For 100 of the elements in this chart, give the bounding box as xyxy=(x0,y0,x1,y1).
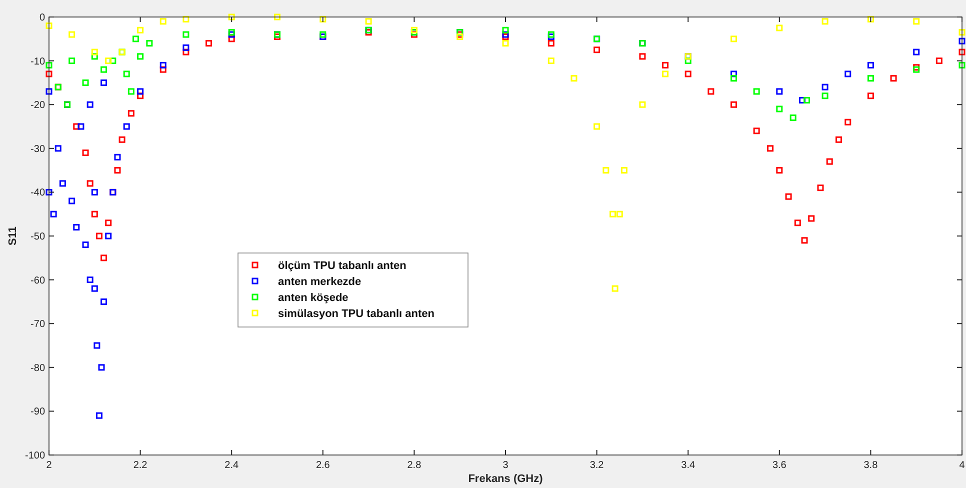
point xyxy=(137,26,144,34)
point xyxy=(602,167,610,174)
point xyxy=(82,242,89,248)
point xyxy=(86,101,94,108)
point xyxy=(867,16,874,22)
y-tick-label: -100 xyxy=(24,450,46,462)
point xyxy=(502,26,509,34)
legend-label: anten köşede xyxy=(278,292,348,304)
point xyxy=(98,364,105,371)
point xyxy=(822,18,828,25)
point xyxy=(94,342,100,349)
point xyxy=(616,210,623,218)
x-tick-label: 2.4 xyxy=(224,460,239,471)
y-tick-label: -90 xyxy=(30,406,46,418)
point xyxy=(228,14,235,20)
point xyxy=(182,48,190,56)
point xyxy=(160,18,166,25)
point xyxy=(844,70,852,78)
point xyxy=(91,53,98,60)
point xyxy=(123,70,130,78)
point xyxy=(91,188,98,196)
point xyxy=(137,88,144,95)
point xyxy=(105,58,112,64)
legend-label: simülasyon TPU tabanlı anten xyxy=(278,308,435,320)
x-axis-title: Frekans (GHz) xyxy=(468,473,544,485)
point xyxy=(822,92,828,100)
point xyxy=(137,53,144,60)
point xyxy=(753,128,760,134)
y-tick-label: -60 xyxy=(30,275,46,286)
point xyxy=(826,158,833,165)
point xyxy=(958,38,966,44)
point xyxy=(594,46,600,54)
point xyxy=(785,193,792,200)
y-tick-label: -50 xyxy=(30,232,46,242)
y-tick-label: -10 xyxy=(30,56,46,68)
point xyxy=(96,232,102,240)
point xyxy=(776,167,783,174)
point xyxy=(54,145,62,152)
point xyxy=(100,66,108,73)
y-tick-label: -20 xyxy=(30,100,46,112)
point xyxy=(958,62,966,68)
point xyxy=(146,40,153,47)
point xyxy=(73,224,80,230)
point xyxy=(206,40,212,47)
point xyxy=(128,110,134,117)
point xyxy=(936,58,942,64)
x-tick-label: 3.4 xyxy=(681,460,696,471)
point xyxy=(82,150,89,156)
x-tick-label: 2.8 xyxy=(407,460,422,471)
point xyxy=(730,75,737,82)
point xyxy=(958,48,966,56)
point xyxy=(913,18,920,25)
point xyxy=(767,145,774,152)
y-axis-title: S11 xyxy=(7,226,19,246)
legend-label: anten merkezde xyxy=(278,276,362,288)
point xyxy=(105,220,112,226)
x-tick-label: 3.6 xyxy=(772,460,787,471)
point xyxy=(132,36,139,42)
point xyxy=(958,29,966,36)
point xyxy=(100,298,108,305)
point xyxy=(365,29,372,36)
y-tick-label: -40 xyxy=(30,188,46,199)
point xyxy=(110,58,116,64)
point xyxy=(890,75,897,82)
point xyxy=(114,154,121,160)
point xyxy=(46,62,52,68)
point xyxy=(835,136,842,143)
point xyxy=(86,180,94,187)
point xyxy=(822,84,828,90)
point xyxy=(502,40,509,47)
point xyxy=(91,285,98,292)
point xyxy=(548,58,554,64)
point xyxy=(160,62,166,68)
y-tick-label: -30 xyxy=(30,144,46,155)
point xyxy=(794,220,801,226)
point xyxy=(59,180,66,187)
point xyxy=(730,36,737,42)
point xyxy=(228,36,235,42)
point xyxy=(867,62,874,68)
point xyxy=(82,79,89,86)
point xyxy=(182,16,190,22)
point xyxy=(105,232,112,240)
x-tick-label: 3.2 xyxy=(590,460,604,471)
point xyxy=(365,18,372,25)
point xyxy=(46,88,52,95)
x-tick-label: 2 xyxy=(46,460,52,471)
point xyxy=(123,123,130,130)
point xyxy=(753,88,760,95)
point xyxy=(86,276,94,284)
point xyxy=(46,188,52,196)
point xyxy=(776,88,783,95)
point xyxy=(867,75,874,82)
point xyxy=(639,101,646,108)
point xyxy=(844,118,852,126)
y-tick-label: 0 xyxy=(39,12,46,24)
point xyxy=(684,58,692,64)
point xyxy=(639,53,646,60)
point xyxy=(730,70,737,78)
point xyxy=(128,88,134,95)
point xyxy=(274,14,280,20)
